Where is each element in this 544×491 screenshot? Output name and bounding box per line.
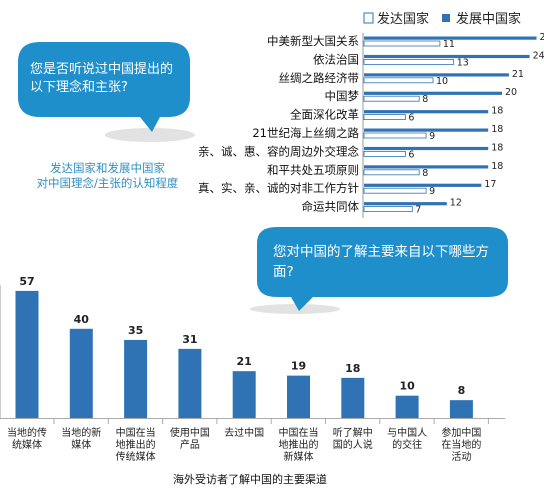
subtitle-line-2: 对中国理念/主张的认知程度 (36, 176, 179, 190)
channel-bar (287, 375, 310, 418)
bar-developed (363, 77, 434, 84)
speech-bubble-shape (18, 42, 195, 142)
legend-label-developed: 发达国家 (377, 11, 429, 27)
bar-developed (363, 95, 420, 102)
data-label: 8 (458, 384, 466, 397)
category-label: 当地的传统媒体 (7, 426, 47, 451)
bar-developed (363, 169, 420, 176)
chart-legend: 发达国家 发展中国家 (363, 11, 521, 27)
bar-developing (364, 73, 509, 77)
category-label: 命运共同体 (302, 200, 360, 214)
category-label: 使用中国产品 (170, 426, 210, 451)
data-label: 19 (291, 360, 306, 373)
channel-bar (124, 339, 148, 418)
channel-bar (232, 371, 256, 418)
data-label-developed: 9 (429, 186, 435, 197)
data-label-developing: 17 (484, 179, 496, 190)
category-label: 21世纪海上丝绸之路 (252, 126, 359, 140)
bar-developing (364, 183, 482, 187)
bar-developing (364, 110, 489, 114)
data-label-developing: 18 (491, 124, 503, 135)
data-label: 21 (237, 355, 252, 368)
question-bubble-top: 您是否听说过中国提出的以下理念和主张? (0, 0, 200, 145)
question-bubble-bottom: 您对中国的了解主要来自以下哪些方面? (235, 225, 544, 315)
data-label-developed: 6 (408, 113, 414, 124)
bar-developed (363, 114, 406, 120)
bar-developed (363, 187, 427, 194)
channel-bar (69, 328, 93, 418)
category-label: 与中国人的交往 (387, 426, 427, 451)
channel-bar (449, 400, 473, 418)
subtitle-top: 发达国家和发展中国家 对中国理念/主张的认知程度 (0, 161, 215, 191)
data-label-developing: 20 (505, 87, 517, 98)
bar-developing (364, 54, 530, 59)
data-label-developed: 7 (415, 205, 421, 216)
channel-bar (395, 395, 419, 418)
data-label-developing: 18 (491, 161, 503, 172)
legend-swatch-developing (442, 14, 450, 22)
category-label: 中美新型大国关系 (267, 34, 359, 48)
bar-developing (364, 91, 502, 95)
bar-developed (363, 132, 427, 139)
bar-developed (363, 59, 455, 65)
bar-developing (364, 202, 447, 206)
category-label: 参加中国在当地的活动 (441, 426, 481, 463)
data-label-developed: 8 (422, 94, 428, 105)
data-label-developed: 13 (457, 57, 469, 68)
data-label-developed: 6 (408, 149, 414, 160)
data-label: 35 (128, 324, 143, 337)
bar-developed (363, 150, 406, 157)
category-label: 听了解中国的人说 (333, 426, 373, 451)
data-label: 18 (345, 362, 360, 375)
category-label: 真、实、亲、诚的对非工作方针 (198, 181, 359, 195)
question-text-top: 您是否听说过中国提出的以下理念和主张? (30, 62, 174, 95)
bar-developing (364, 36, 537, 40)
category-label: 中国梦 (325, 89, 360, 103)
data-label-developing: 12 (450, 198, 462, 209)
channel-bar (341, 377, 365, 418)
category-label: 丝绸之路经济带 (279, 71, 360, 85)
bar-developing (364, 128, 489, 132)
data-label-developing: 25 (540, 32, 544, 43)
data-label-developing: 24 (533, 50, 544, 61)
data-label-developing: 21 (512, 69, 524, 80)
data-label-developed: 9 (429, 131, 435, 142)
data-label: 10 (399, 380, 415, 393)
category-label: 全面深化改革 (290, 108, 359, 122)
subtitle-line-1: 发达国家和发展中国家 (50, 161, 165, 175)
legend-label-developing: 发展中国家 (456, 11, 521, 27)
channel-bar (178, 348, 202, 418)
question-text-bottom: 您对中国的了解主要来自以下哪些方面? (273, 244, 489, 280)
channel-bar (15, 290, 39, 418)
bar-developed (363, 206, 413, 213)
category-label: 去过中国 (224, 426, 264, 439)
category-label: 中国在当地推出的传统媒体 (116, 426, 156, 463)
data-label-developed: 11 (443, 39, 455, 50)
category-label: 亲、诚、惠、容的周边外交理念 (198, 144, 359, 158)
category-label: 中国在当地推出的新媒体 (279, 426, 319, 463)
category-label: 依法治国 (313, 52, 359, 66)
bar-developed (363, 40, 441, 47)
data-label-developed: 10 (436, 76, 448, 87)
category-label: 当地的新媒体 (61, 426, 101, 451)
speech-bubble-shape (250, 227, 508, 314)
bar-developing (364, 165, 489, 169)
data-label-developing: 18 (491, 106, 503, 117)
data-label: 31 (182, 333, 197, 346)
data-label: 57 (19, 275, 34, 288)
caption-bottom: 海外受访者了解中国的主要渠道 (173, 473, 327, 486)
category-label: 和平共处五项原则 (267, 163, 359, 177)
legend-swatch-developed (363, 12, 374, 24)
data-label-developing: 18 (491, 142, 503, 153)
data-label-developed: 8 (422, 168, 428, 179)
bar-developing (364, 146, 489, 151)
data-label: 40 (74, 313, 90, 326)
